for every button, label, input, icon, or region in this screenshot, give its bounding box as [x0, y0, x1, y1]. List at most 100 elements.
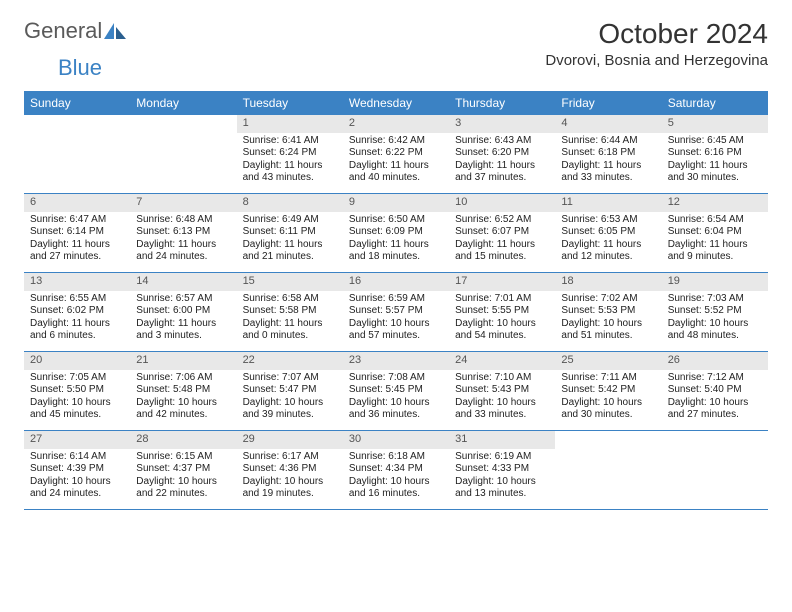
- day-details: Sunrise: 6:53 AMSunset: 6:05 PMDaylight:…: [555, 212, 661, 268]
- sunset-text: Sunset: 6:20 PM: [455, 147, 549, 160]
- sunset-text: Sunset: 6:16 PM: [668, 147, 762, 160]
- day-number: 15: [237, 273, 343, 291]
- day-cell: 27Sunrise: 6:14 AMSunset: 4:39 PMDayligh…: [24, 431, 130, 509]
- week-row: 27Sunrise: 6:14 AMSunset: 4:39 PMDayligh…: [24, 431, 768, 510]
- day-details: Sunrise: 7:08 AMSunset: 5:45 PMDaylight:…: [343, 370, 449, 426]
- sunset-text: Sunset: 6:14 PM: [30, 226, 124, 239]
- day-details: Sunrise: 6:14 AMSunset: 4:39 PMDaylight:…: [24, 449, 130, 505]
- day-number: 12: [662, 194, 768, 212]
- day-details: Sunrise: 7:06 AMSunset: 5:48 PMDaylight:…: [130, 370, 236, 426]
- day-details: Sunrise: 6:55 AMSunset: 6:02 PMDaylight:…: [24, 291, 130, 347]
- day-cell: 17Sunrise: 7:01 AMSunset: 5:55 PMDayligh…: [449, 273, 555, 351]
- sunset-text: Sunset: 4:37 PM: [136, 463, 230, 476]
- daylight-text: Daylight: 11 hours and 43 minutes.: [243, 160, 337, 185]
- day-details: Sunrise: 7:03 AMSunset: 5:52 PMDaylight:…: [662, 291, 768, 347]
- day-number: 30: [343, 431, 449, 449]
- daylight-text: Daylight: 11 hours and 9 minutes.: [668, 239, 762, 264]
- day-cell: 10Sunrise: 6:52 AMSunset: 6:07 PMDayligh…: [449, 194, 555, 272]
- sunrise-text: Sunrise: 6:45 AM: [668, 135, 762, 148]
- sunrise-text: Sunrise: 6:41 AM: [243, 135, 337, 148]
- day-cell: 19Sunrise: 7:03 AMSunset: 5:52 PMDayligh…: [662, 273, 768, 351]
- day-cell: 21Sunrise: 7:06 AMSunset: 5:48 PMDayligh…: [130, 352, 236, 430]
- day-number: 20: [24, 352, 130, 370]
- day-cell: 15Sunrise: 6:58 AMSunset: 5:58 PMDayligh…: [237, 273, 343, 351]
- daylight-text: Daylight: 10 hours and 27 minutes.: [668, 397, 762, 422]
- day-details: Sunrise: 6:15 AMSunset: 4:37 PMDaylight:…: [130, 449, 236, 505]
- sunrise-text: Sunrise: 6:59 AM: [349, 293, 443, 306]
- day-number: 26: [662, 352, 768, 370]
- sunset-text: Sunset: 6:24 PM: [243, 147, 337, 160]
- sunset-text: Sunset: 6:05 PM: [561, 226, 655, 239]
- day-cell: 20Sunrise: 7:05 AMSunset: 5:50 PMDayligh…: [24, 352, 130, 430]
- day-details: Sunrise: 7:12 AMSunset: 5:40 PMDaylight:…: [662, 370, 768, 426]
- day-cell: 26Sunrise: 7:12 AMSunset: 5:40 PMDayligh…: [662, 352, 768, 430]
- day-number: 16: [343, 273, 449, 291]
- sunrise-text: Sunrise: 6:18 AM: [349, 451, 443, 464]
- week-row: 6Sunrise: 6:47 AMSunset: 6:14 PMDaylight…: [24, 194, 768, 273]
- day-cell: 4Sunrise: 6:44 AMSunset: 6:18 PMDaylight…: [555, 115, 661, 193]
- sunset-text: Sunset: 4:36 PM: [243, 463, 337, 476]
- day-details: Sunrise: 6:45 AMSunset: 6:16 PMDaylight:…: [662, 133, 768, 189]
- sunset-text: Sunset: 5:57 PM: [349, 305, 443, 318]
- day-details: Sunrise: 7:05 AMSunset: 5:50 PMDaylight:…: [24, 370, 130, 426]
- day-number: 7: [130, 194, 236, 212]
- daylight-text: Daylight: 10 hours and 30 minutes.: [561, 397, 655, 422]
- daylight-text: Daylight: 11 hours and 6 minutes.: [30, 318, 124, 343]
- sunset-text: Sunset: 6:13 PM: [136, 226, 230, 239]
- day-number: 18: [555, 273, 661, 291]
- day-number: 31: [449, 431, 555, 449]
- day-cell: 16Sunrise: 6:59 AMSunset: 5:57 PMDayligh…: [343, 273, 449, 351]
- sunrise-text: Sunrise: 6:15 AM: [136, 451, 230, 464]
- sunrise-text: Sunrise: 7:07 AM: [243, 372, 337, 385]
- logo: General: [24, 18, 126, 44]
- daylight-text: Daylight: 11 hours and 24 minutes.: [136, 239, 230, 264]
- daylight-text: Daylight: 10 hours and 48 minutes.: [668, 318, 762, 343]
- day-number: 1: [237, 115, 343, 133]
- day-cell: 7Sunrise: 6:48 AMSunset: 6:13 PMDaylight…: [130, 194, 236, 272]
- sunset-text: Sunset: 5:55 PM: [455, 305, 549, 318]
- sunset-text: Sunset: 5:43 PM: [455, 384, 549, 397]
- sunrise-text: Sunrise: 6:52 AM: [455, 214, 549, 227]
- sunset-text: Sunset: 6:02 PM: [30, 305, 124, 318]
- daylight-text: Daylight: 11 hours and 30 minutes.: [668, 160, 762, 185]
- sunrise-text: Sunrise: 6:57 AM: [136, 293, 230, 306]
- sunrise-text: Sunrise: 6:43 AM: [455, 135, 549, 148]
- sunset-text: Sunset: 5:52 PM: [668, 305, 762, 318]
- weekday-label: Thursday: [449, 91, 555, 115]
- day-details: Sunrise: 7:02 AMSunset: 5:53 PMDaylight:…: [555, 291, 661, 347]
- sunrise-text: Sunrise: 7:11 AM: [561, 372, 655, 385]
- day-details: Sunrise: 6:18 AMSunset: 4:34 PMDaylight:…: [343, 449, 449, 505]
- day-details: Sunrise: 6:19 AMSunset: 4:33 PMDaylight:…: [449, 449, 555, 505]
- sunset-text: Sunset: 6:11 PM: [243, 226, 337, 239]
- daylight-text: Daylight: 10 hours and 16 minutes.: [349, 476, 443, 501]
- daylight-text: Daylight: 10 hours and 54 minutes.: [455, 318, 549, 343]
- day-cell: 5Sunrise: 6:45 AMSunset: 6:16 PMDaylight…: [662, 115, 768, 193]
- month-title: October 2024: [545, 18, 768, 50]
- day-number: 5: [662, 115, 768, 133]
- day-details: Sunrise: 6:54 AMSunset: 6:04 PMDaylight:…: [662, 212, 768, 268]
- day-number: 28: [130, 431, 236, 449]
- weekday-label: Wednesday: [343, 91, 449, 115]
- day-number: 3: [449, 115, 555, 133]
- day-details: Sunrise: 6:41 AMSunset: 6:24 PMDaylight:…: [237, 133, 343, 189]
- day-details: Sunrise: 6:43 AMSunset: 6:20 PMDaylight:…: [449, 133, 555, 189]
- daylight-text: Daylight: 11 hours and 33 minutes.: [561, 160, 655, 185]
- sunset-text: Sunset: 4:34 PM: [349, 463, 443, 476]
- day-number: 19: [662, 273, 768, 291]
- day-cell: 2Sunrise: 6:42 AMSunset: 6:22 PMDaylight…: [343, 115, 449, 193]
- day-number: 24: [449, 352, 555, 370]
- sunset-text: Sunset: 5:53 PM: [561, 305, 655, 318]
- sunset-text: Sunset: 5:45 PM: [349, 384, 443, 397]
- day-cell: 9Sunrise: 6:50 AMSunset: 6:09 PMDaylight…: [343, 194, 449, 272]
- day-details: Sunrise: 7:01 AMSunset: 5:55 PMDaylight:…: [449, 291, 555, 347]
- sunset-text: Sunset: 6:04 PM: [668, 226, 762, 239]
- sunrise-text: Sunrise: 7:10 AM: [455, 372, 549, 385]
- weekday-label: Monday: [130, 91, 236, 115]
- day-number: 22: [237, 352, 343, 370]
- sunset-text: Sunset: 4:39 PM: [30, 463, 124, 476]
- sunrise-text: Sunrise: 7:05 AM: [30, 372, 124, 385]
- sunrise-text: Sunrise: 6:49 AM: [243, 214, 337, 227]
- day-details: Sunrise: 6:42 AMSunset: 6:22 PMDaylight:…: [343, 133, 449, 189]
- daylight-text: Daylight: 10 hours and 24 minutes.: [30, 476, 124, 501]
- sunrise-text: Sunrise: 7:06 AM: [136, 372, 230, 385]
